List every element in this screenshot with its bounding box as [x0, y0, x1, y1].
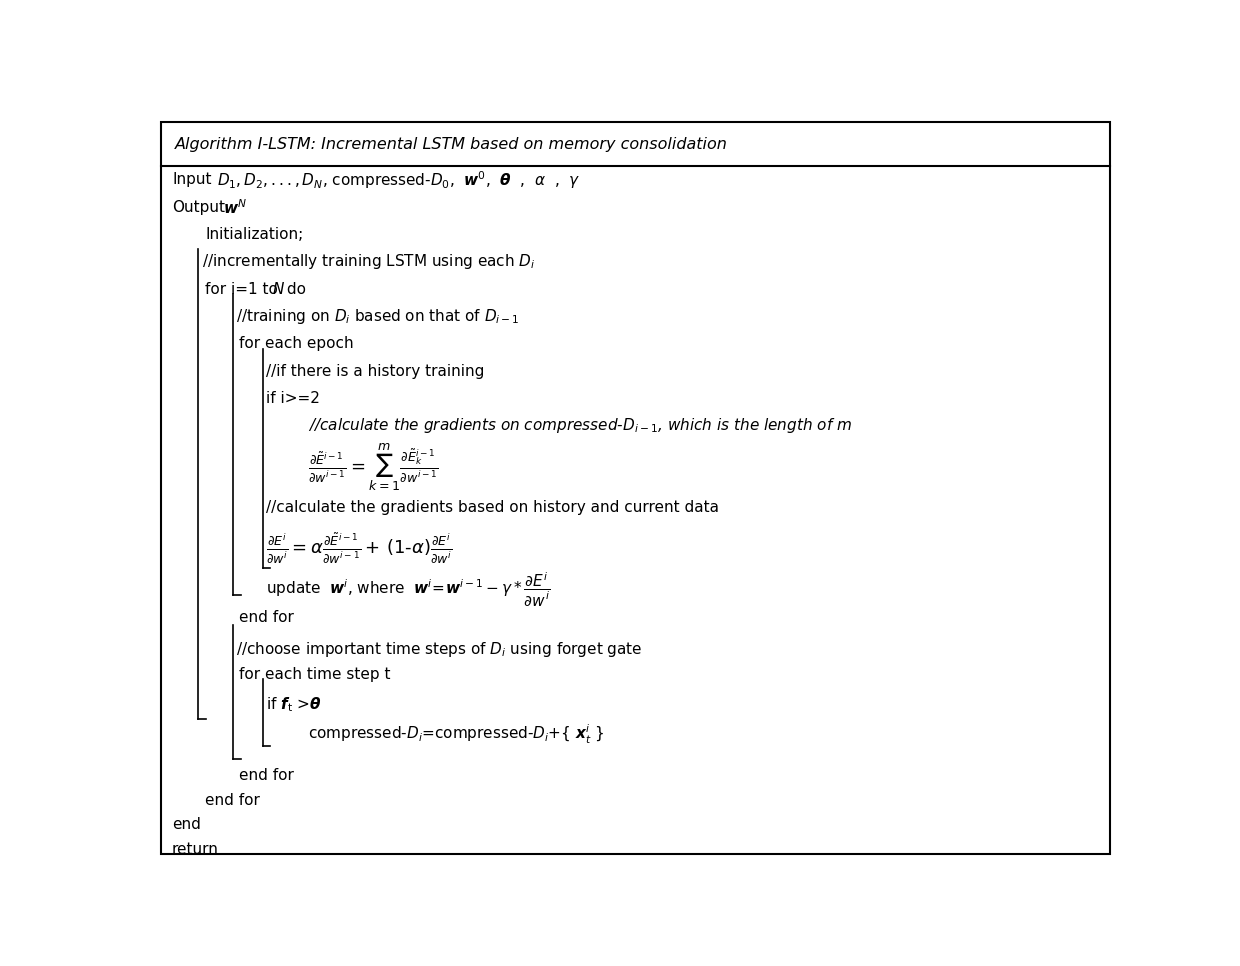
- Text: if i>=2: if i>=2: [265, 391, 320, 406]
- Text: Initialization;: Initialization;: [206, 227, 304, 242]
- Text: $\frac{\partial E^i}{\partial w^i} = \alpha \frac{\partial \tilde{E}^{i-1}}{\par: $\frac{\partial E^i}{\partial w^i} = \al…: [265, 531, 453, 566]
- Text: end for: end for: [205, 793, 259, 808]
- Text: //training on $D_i$ based on that of $D_{i-1}$: //training on $D_i$ based on that of $D_…: [237, 307, 520, 326]
- Text: for each time step t: for each time step t: [239, 668, 391, 682]
- Text: update  $\boldsymbol{w}^i$, where  $\boldsymbol{w}^i\!=\!\boldsymbol{w}^{i-1} - : update $\boldsymbol{w}^i$, where $\bolds…: [265, 571, 551, 609]
- Text: //calculate the gradients on compressed-$D_{i-1}$, which is the length of $m$: //calculate the gradients on compressed-…: [309, 416, 853, 436]
- Text: do: do: [283, 282, 306, 297]
- Text: end: end: [172, 817, 201, 833]
- Text: end for: end for: [239, 768, 294, 783]
- Text: //calculate the gradients based on history and current data: //calculate the gradients based on histo…: [265, 500, 719, 515]
- Text: if $\boldsymbol{f}_\mathrm{t}$ >$\boldsymbol{\theta}$: if $\boldsymbol{f}_\mathrm{t}$ >$\boldsy…: [265, 696, 321, 714]
- Text: //incrementally training LSTM using each $D_i$: //incrementally training LSTM using each…: [201, 252, 534, 271]
- Text: $N$: $N$: [272, 281, 285, 298]
- Text: $\frac{\partial \tilde{E}^{i-1}}{\partial w^{i-1}} = \sum_{k=1}^{m} \frac{\parti: $\frac{\partial \tilde{E}^{i-1}}{\partia…: [309, 441, 439, 493]
- Text: Input: Input: [172, 172, 212, 187]
- Text: //choose important time steps of $D_i$ using forget gate: //choose important time steps of $D_i$ u…: [237, 640, 642, 660]
- Text: Output: Output: [172, 200, 224, 214]
- Text: $\boldsymbol{w}^N$: $\boldsymbol{w}^N$: [223, 198, 247, 216]
- Text: compressed-$D_i$=compressed-$D_i$+{ $\boldsymbol{x}_t^i$ }: compressed-$D_i$=compressed-$D_i$+{ $\bo…: [309, 724, 605, 747]
- Text: for i=1 to: for i=1 to: [205, 282, 283, 297]
- Text: //if there is a history training: //if there is a history training: [265, 363, 484, 379]
- Text: $D_1, D_2, ..., D_N$, compressed-$D_0$,  $\boldsymbol{w}^0$,  $\boldsymbol{\thet: $D_1, D_2, ..., D_N$, compressed-$D_0$, …: [217, 169, 580, 190]
- Text: Algorithm I-LSTM: Incremental LSTM based on memory consolidation: Algorithm I-LSTM: Incremental LSTM based…: [175, 136, 727, 152]
- Text: for each epoch: for each epoch: [239, 336, 355, 352]
- Text: end for: end for: [239, 610, 294, 625]
- Text: return: return: [172, 842, 219, 857]
